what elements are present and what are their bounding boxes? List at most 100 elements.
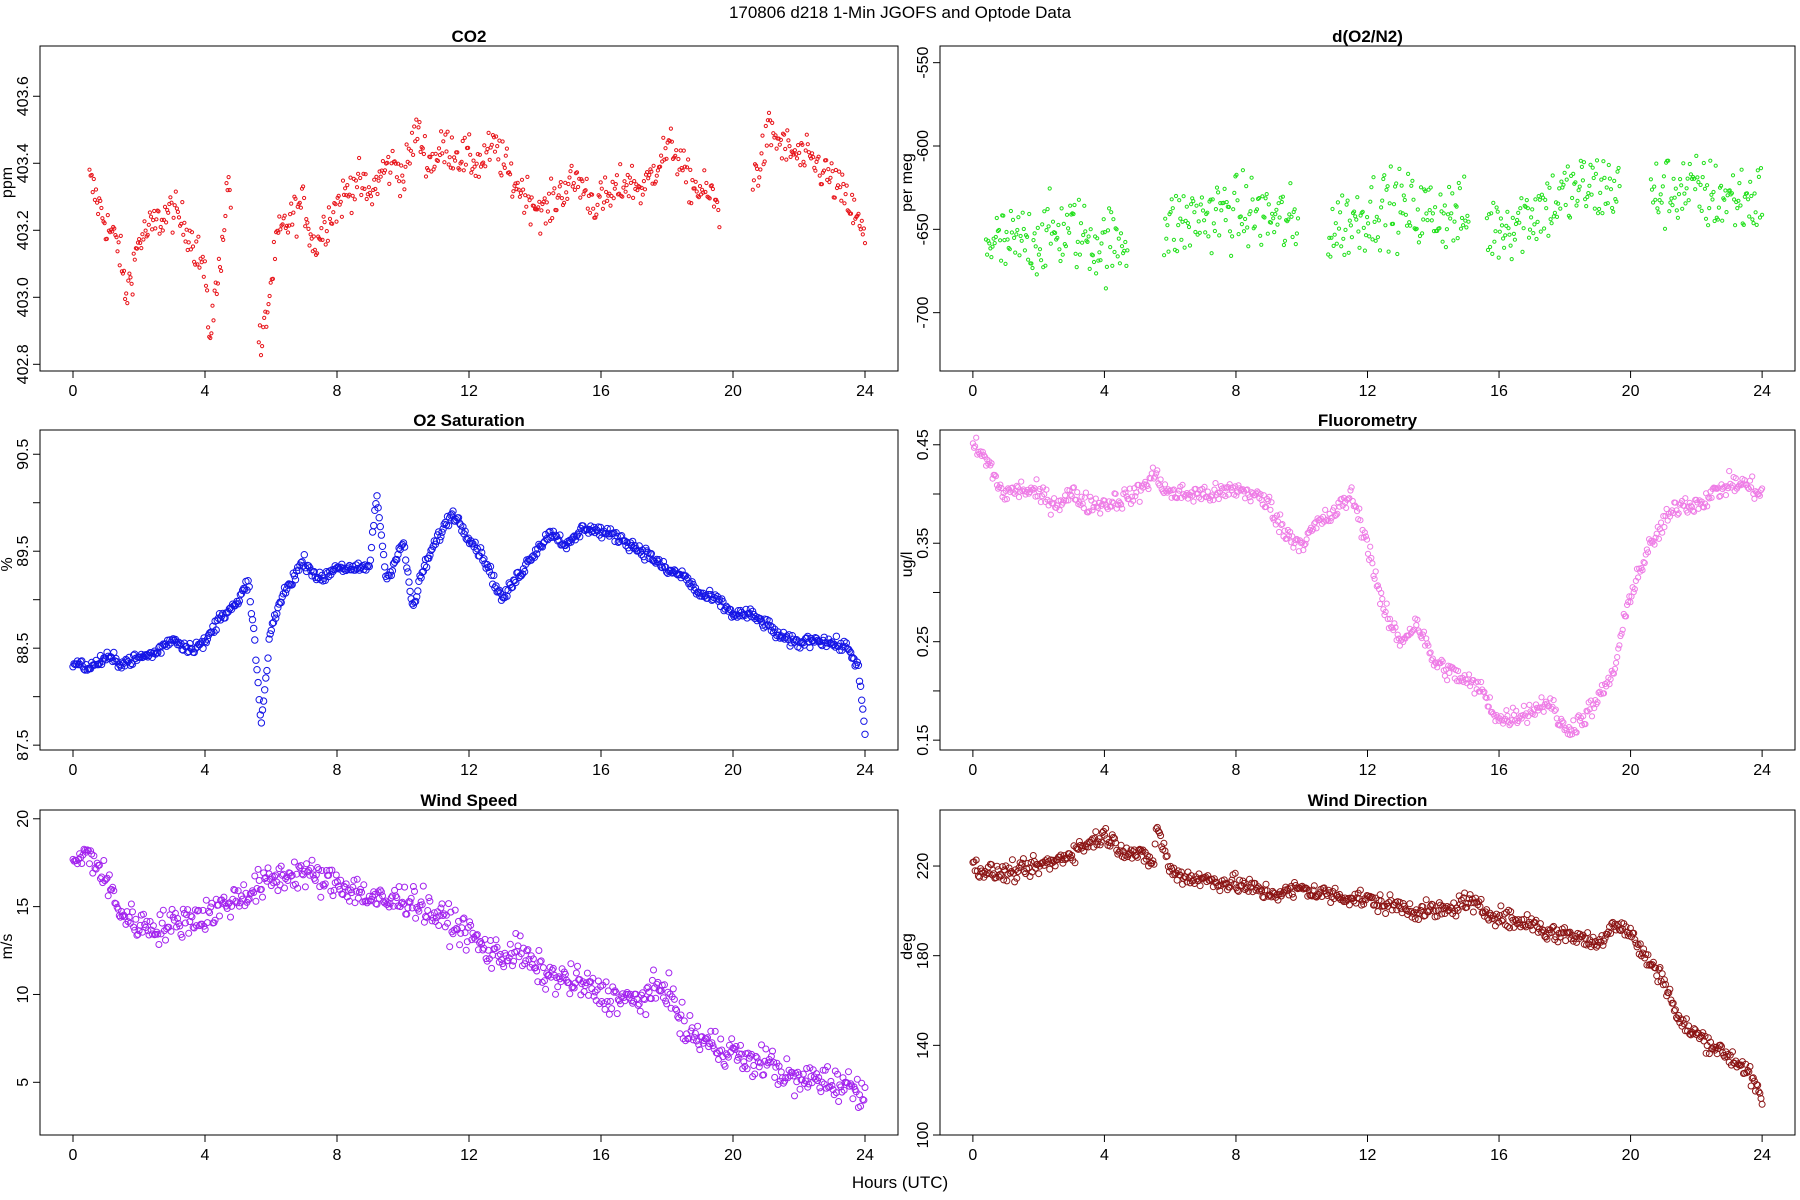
data-point bbox=[1477, 895, 1485, 903]
data-point bbox=[1019, 855, 1027, 863]
data-point bbox=[994, 215, 999, 221]
data-point bbox=[635, 1000, 643, 1008]
data-point bbox=[110, 229, 115, 234]
data-point bbox=[621, 185, 626, 190]
data-point bbox=[687, 200, 692, 205]
data-point bbox=[92, 197, 98, 202]
data-point bbox=[1249, 888, 1257, 896]
data-point bbox=[1427, 649, 1434, 656]
data-point bbox=[605, 198, 610, 203]
y-tick-label: 220 bbox=[915, 853, 932, 880]
data-point bbox=[668, 126, 674, 131]
data-point bbox=[1267, 506, 1274, 513]
data-point bbox=[652, 994, 660, 1002]
data-point bbox=[1418, 185, 1424, 190]
data-point bbox=[463, 536, 471, 544]
data-point bbox=[844, 183, 849, 188]
data-point bbox=[178, 933, 186, 941]
data-point bbox=[202, 896, 210, 904]
data-point bbox=[853, 658, 861, 666]
data-point bbox=[419, 882, 427, 890]
data-point bbox=[1540, 708, 1547, 715]
data-point bbox=[611, 987, 619, 995]
data-point bbox=[291, 576, 300, 584]
data-point bbox=[1695, 175, 1700, 180]
data-point bbox=[1548, 217, 1553, 222]
data-point bbox=[1484, 216, 1490, 221]
data-point bbox=[96, 211, 101, 217]
data-point bbox=[1614, 654, 1621, 661]
data-point bbox=[496, 157, 501, 162]
data-point bbox=[1240, 168, 1246, 173]
data-point bbox=[601, 200, 607, 205]
data-point bbox=[1193, 229, 1198, 235]
data-point bbox=[482, 143, 487, 148]
data-point bbox=[1665, 989, 1673, 997]
data-point bbox=[1362, 533, 1370, 540]
data-point bbox=[766, 622, 774, 630]
data-point bbox=[1057, 851, 1065, 859]
data-point bbox=[843, 192, 848, 197]
data-point bbox=[1755, 168, 1760, 173]
data-point bbox=[487, 157, 492, 162]
data-point bbox=[1423, 189, 1428, 194]
data-point bbox=[1022, 248, 1028, 253]
data-point bbox=[1382, 910, 1390, 917]
data-point bbox=[979, 869, 987, 877]
data-point bbox=[1119, 244, 1125, 249]
data-point bbox=[128, 275, 133, 280]
data-point bbox=[161, 217, 166, 222]
x-tick-label: 24 bbox=[1753, 383, 1771, 400]
data-point bbox=[490, 571, 498, 580]
data-point bbox=[1238, 214, 1243, 219]
data-point bbox=[1516, 210, 1521, 215]
data-point bbox=[224, 181, 229, 186]
data-point bbox=[1615, 169, 1620, 174]
data-point bbox=[1111, 834, 1118, 842]
data-point bbox=[1441, 211, 1446, 216]
data-point bbox=[492, 936, 500, 944]
data-point bbox=[1186, 224, 1192, 230]
data-point bbox=[1737, 480, 1744, 487]
data-point bbox=[1098, 258, 1103, 263]
data-point bbox=[1046, 224, 1051, 229]
data-point bbox=[1106, 842, 1114, 850]
data-point bbox=[523, 947, 531, 955]
data-point bbox=[276, 230, 281, 235]
data-point bbox=[417, 574, 425, 582]
x-tick-label: 16 bbox=[592, 383, 610, 400]
data-point bbox=[489, 142, 494, 147]
data-point bbox=[215, 281, 220, 286]
data-point bbox=[1375, 235, 1381, 240]
data-point bbox=[216, 912, 223, 920]
data-point bbox=[768, 118, 773, 123]
data-point bbox=[265, 635, 273, 643]
data-point bbox=[374, 174, 379, 179]
data-point bbox=[571, 181, 576, 186]
data-point bbox=[707, 1027, 715, 1035]
data-point bbox=[1213, 207, 1219, 212]
data-point bbox=[1648, 177, 1654, 182]
data-point bbox=[1356, 505, 1363, 512]
data-point bbox=[987, 241, 992, 246]
data-point bbox=[1691, 508, 1698, 515]
data-point bbox=[1694, 153, 1699, 158]
data-point bbox=[1410, 178, 1415, 183]
data-point bbox=[998, 238, 1003, 243]
data-point bbox=[1504, 922, 1511, 930]
data-point bbox=[134, 246, 140, 251]
y-tick-label: 403.2 bbox=[15, 210, 32, 250]
data-point bbox=[1497, 713, 1505, 720]
data-point bbox=[266, 630, 274, 638]
y-tick-label: 20 bbox=[15, 810, 32, 828]
data-point bbox=[1015, 494, 1023, 501]
data-point bbox=[709, 1042, 717, 1050]
data-point bbox=[402, 187, 407, 192]
data-point bbox=[1606, 162, 1611, 168]
data-point bbox=[549, 176, 554, 181]
data-point bbox=[1598, 190, 1603, 195]
data-point bbox=[1097, 250, 1102, 255]
data-point bbox=[1017, 253, 1022, 258]
data-point bbox=[1586, 706, 1593, 713]
data-point bbox=[1013, 482, 1020, 489]
